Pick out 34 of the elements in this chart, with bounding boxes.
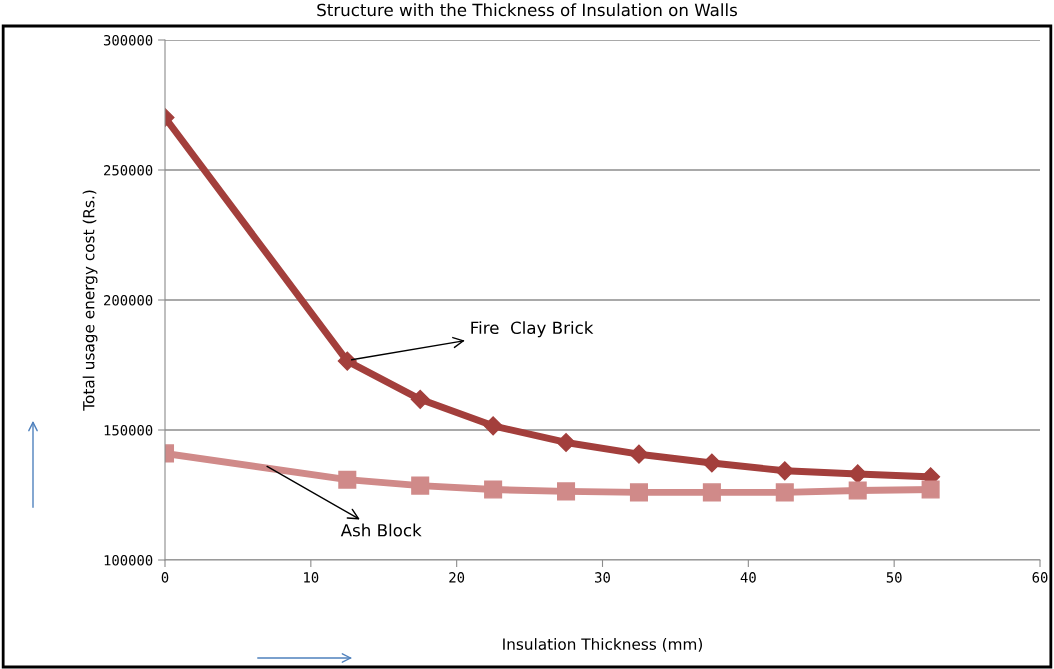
point — [411, 476, 430, 495]
point — [338, 470, 357, 489]
y-axis-title: Total usage energy cost (Rs.) — [82, 190, 98, 411]
annotation: Fire Clay Brick — [471, 321, 594, 338]
point — [410, 389, 430, 409]
x-tick-label: 60 — [1032, 572, 1048, 583]
chart-title: Structure with the Thickness of Insulation on Walls — [317, 3, 737, 17]
y-tick-label: 250000 — [104, 165, 153, 176]
point — [775, 483, 794, 502]
point — [921, 480, 940, 499]
point — [557, 482, 576, 501]
point — [702, 483, 721, 502]
point — [702, 453, 722, 473]
point — [484, 480, 503, 499]
point — [848, 481, 867, 500]
point — [556, 432, 576, 453]
point — [629, 483, 648, 502]
point — [775, 461, 795, 481]
y-tick-label: 200000 — [104, 295, 153, 306]
y-tick-label: 150000 — [104, 425, 153, 436]
point — [483, 416, 503, 436]
y-tick-label: 100000 — [104, 555, 153, 566]
x-tick-label: 20 — [449, 572, 465, 583]
x-tick-label: 10 — [304, 572, 319, 583]
x-tick-label: 0 — [161, 572, 169, 583]
point — [848, 464, 868, 484]
x-tick-label: 40 — [740, 572, 756, 583]
x-tick-label: 50 — [886, 572, 902, 583]
point — [629, 444, 649, 464]
annotation: Ash Block — [340, 523, 422, 537]
x-tick-label: 30 — [595, 572, 610, 583]
y-tick-label: 300000 — [103, 35, 153, 46]
x-axis-title: Insulation Thickness (mm) — [503, 638, 702, 652]
point — [337, 351, 357, 371]
